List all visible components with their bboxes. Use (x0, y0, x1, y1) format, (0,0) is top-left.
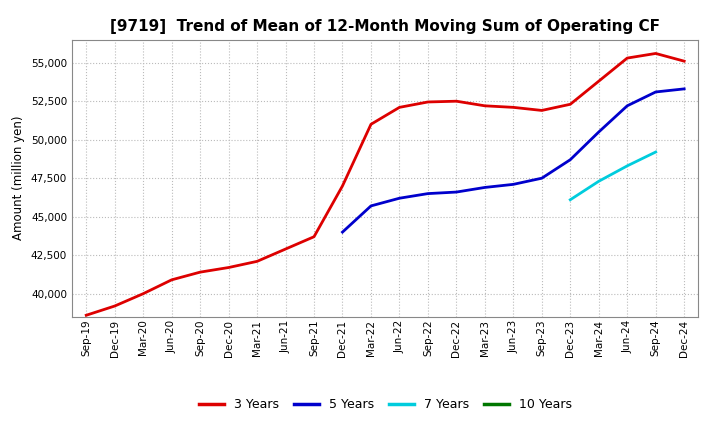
Y-axis label: Amount (million yen): Amount (million yen) (12, 116, 25, 240)
Legend: 3 Years, 5 Years, 7 Years, 10 Years: 3 Years, 5 Years, 7 Years, 10 Years (194, 393, 577, 416)
Title: [9719]  Trend of Mean of 12-Month Moving Sum of Operating CF: [9719] Trend of Mean of 12-Month Moving … (110, 19, 660, 34)
